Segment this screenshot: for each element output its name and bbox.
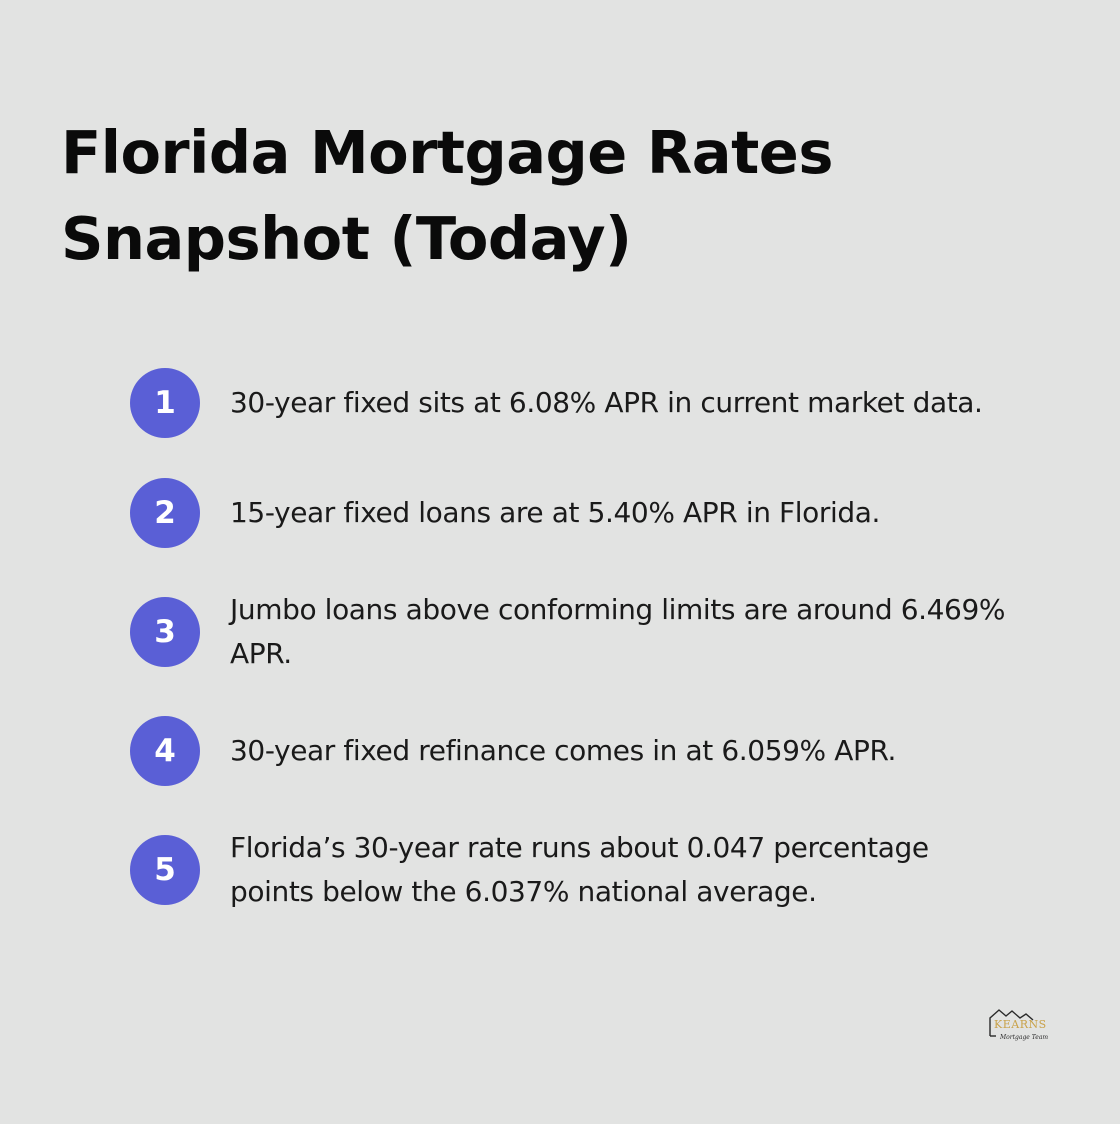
number-badge: 3 (130, 597, 200, 667)
title-line-2: Snapshot (Today) (61, 204, 632, 273)
list-item: 3 Jumbo loans above conforming limits ar… (130, 593, 1060, 670)
list-item: 1 30-year fixed sits at 6.08% APR in cur… (130, 368, 1060, 438)
page-title: Florida Mortgage Rates Snapshot (Today) (61, 110, 961, 282)
item-text: Florida’s 30-year rate runs about 0.047 … (230, 831, 929, 908)
item-text: 30-year fixed refinance comes in at 6.05… (230, 734, 897, 767)
number-badge: 1 (130, 368, 200, 438)
item-text: 30-year fixed sits at 6.08% APR in curre… (230, 386, 983, 419)
number-badge: 5 (130, 835, 200, 905)
list-item: 2 15-year fixed loans are at 5.40% APR i… (130, 478, 1060, 548)
list-item: 5 Florida’s 30-year rate runs about 0.04… (130, 831, 1060, 908)
svg-text:KEARNS: KEARNS (994, 1018, 1047, 1031)
list-item: 4 30-year fixed refinance comes in at 6.… (130, 716, 1060, 786)
brand-logo: KEARNS Mortgage Team (986, 1006, 1056, 1042)
item-text: Jumbo loans above conforming limits are … (230, 593, 1006, 670)
house-roof-icon: KEARNS Mortgage Team (989, 1009, 1048, 1041)
item-text: 15-year fixed loans are at 5.40% APR in … (230, 496, 880, 529)
svg-text:Mortgage Team: Mortgage Team (999, 1034, 1048, 1041)
title-line-1: Florida Mortgage Rates (61, 118, 833, 187)
number-badge: 2 (130, 478, 200, 548)
number-badge: 4 (130, 716, 200, 786)
